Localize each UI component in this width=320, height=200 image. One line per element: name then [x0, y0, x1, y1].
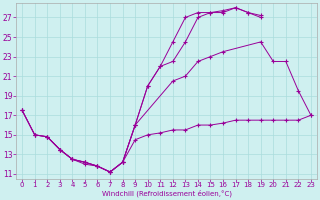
X-axis label: Windchill (Refroidissement éolien,°C): Windchill (Refroidissement éolien,°C)	[101, 190, 232, 197]
